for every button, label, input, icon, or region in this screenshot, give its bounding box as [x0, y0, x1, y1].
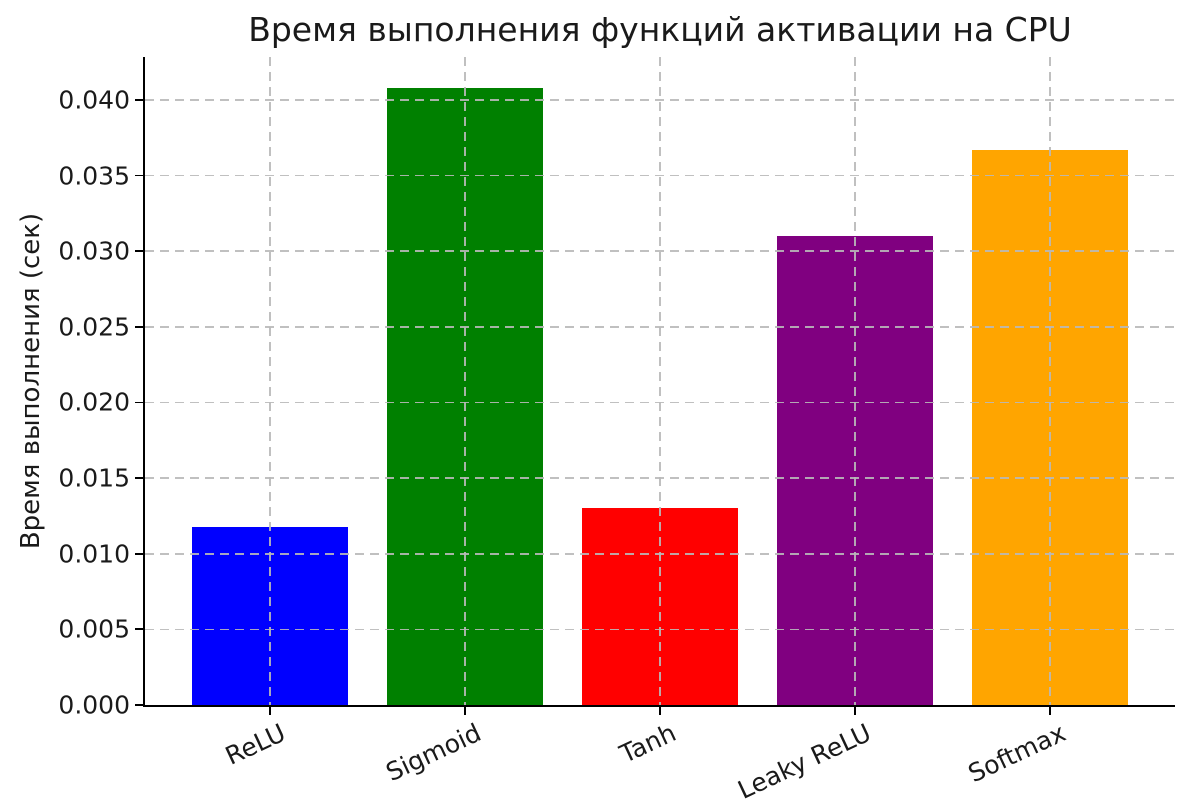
y-tick-label-0.040: 0.040 — [58, 85, 130, 115]
y-tick-label-0.020: 0.020 — [58, 387, 130, 417]
x-tick-mark — [1049, 707, 1052, 715]
y-tick-label-0.035: 0.035 — [58, 161, 130, 191]
plot-area — [135, 57, 1175, 715]
chart-title: Время выполнения функций активации на CP… — [248, 10, 1072, 49]
y-tick-label-0.025: 0.025 — [58, 312, 130, 342]
y-tick-mark — [135, 628, 143, 631]
x-tick-label-sigmoid: Sigmoid — [381, 718, 486, 788]
x-tick-mark — [268, 707, 271, 715]
x-tick-label-softmax: Softmax — [964, 718, 1071, 789]
x-tick-labels: ReLU Sigmoid Tanh Leaky ReLU Softmax — [145, 705, 1175, 812]
x-tick-mark — [854, 707, 856, 715]
x-tick-mark — [659, 707, 661, 715]
y-tick-labels: 0.000 0.005 0.010 0.015 0.020 0.025 0.030 0.035… — [0, 57, 130, 719]
tick-marks-layer — [135, 57, 1175, 715]
y-tick-mark — [135, 250, 143, 253]
vertical-gridline — [659, 57, 661, 705]
vertical-gridline — [854, 57, 856, 705]
y-tick-mark — [135, 552, 143, 555]
x-tick-label-leaky-relu: Leaky ReLU — [733, 718, 876, 805]
y-tick-mark — [135, 325, 143, 328]
y-tick-label-0.030: 0.030 — [58, 236, 130, 266]
vertical-gridline — [1049, 57, 1051, 705]
vertical-gridline — [464, 57, 466, 705]
y-tick-label-0.015: 0.015 — [58, 463, 130, 493]
y-tick-label-0.010: 0.010 — [58, 539, 130, 569]
y-tick-mark — [135, 401, 143, 404]
y-tick-mark — [135, 99, 143, 101]
y-tick-label-0.000: 0.000 — [58, 690, 130, 720]
vertical-gridline — [269, 57, 271, 705]
y-tick-label-0.005: 0.005 — [58, 614, 130, 644]
y-tick-mark — [135, 477, 143, 479]
x-tick-label-tanh: Tanh — [615, 718, 681, 769]
x-axis-spine — [143, 705, 1175, 707]
y-tick-mark — [135, 174, 143, 177]
x-tick-label-relu: ReLU — [221, 718, 291, 771]
grid-layer — [145, 57, 1175, 705]
x-tick-mark — [464, 707, 466, 715]
y-tick-mark — [135, 704, 143, 706]
y-axis-spine — [143, 57, 145, 707]
